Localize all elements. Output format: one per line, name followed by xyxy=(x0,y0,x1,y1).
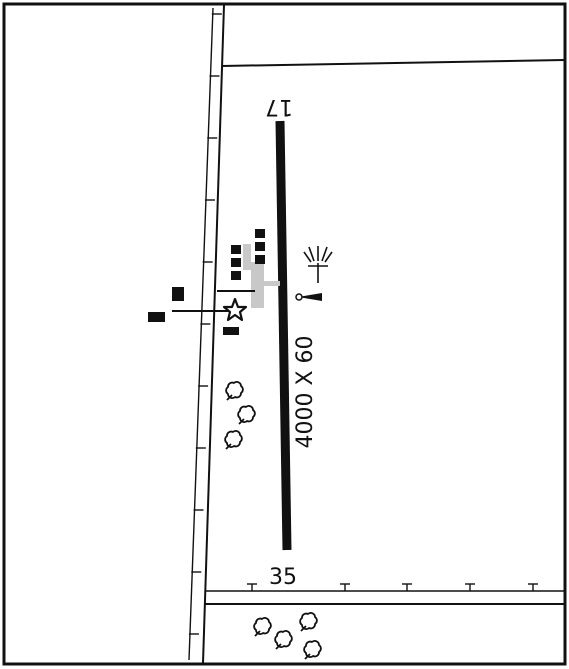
building xyxy=(255,255,265,264)
building xyxy=(231,258,241,267)
tree-icon xyxy=(253,617,272,637)
fence-tick xyxy=(465,583,475,591)
tree-icon xyxy=(299,612,318,632)
runway-dimensions-label: 4000 X 60 xyxy=(293,335,318,448)
building xyxy=(231,245,241,254)
fence-tick xyxy=(247,583,257,591)
apron xyxy=(243,244,280,308)
buildings xyxy=(148,229,265,335)
tree-icon xyxy=(225,381,244,401)
fence-tick xyxy=(528,583,538,591)
tree-icon xyxy=(224,430,243,450)
runway xyxy=(275,120,292,551)
building xyxy=(255,242,265,251)
fence-south-ticks xyxy=(247,583,538,591)
runway-end-35-label: 35 xyxy=(269,565,297,590)
building xyxy=(255,229,265,238)
fence-tick xyxy=(340,583,350,591)
building xyxy=(172,287,184,301)
road-west xyxy=(202,4,225,664)
airport-beacon-star-icon xyxy=(222,297,248,322)
tree-icon xyxy=(303,640,322,660)
lighted-wind-indicator-icon xyxy=(303,246,333,283)
road-north xyxy=(221,59,565,67)
tree-icon xyxy=(274,630,293,650)
fence-south xyxy=(206,583,564,592)
building xyxy=(231,271,241,280)
wind-sock-icon xyxy=(295,293,322,301)
trees xyxy=(224,381,322,660)
runway-end-17-label: 17 xyxy=(265,94,293,119)
building xyxy=(148,312,165,322)
fence-tick xyxy=(402,583,412,591)
tree-icon xyxy=(237,405,256,425)
building xyxy=(223,327,239,335)
fence-west xyxy=(188,7,222,661)
fence-ticks xyxy=(188,13,222,635)
